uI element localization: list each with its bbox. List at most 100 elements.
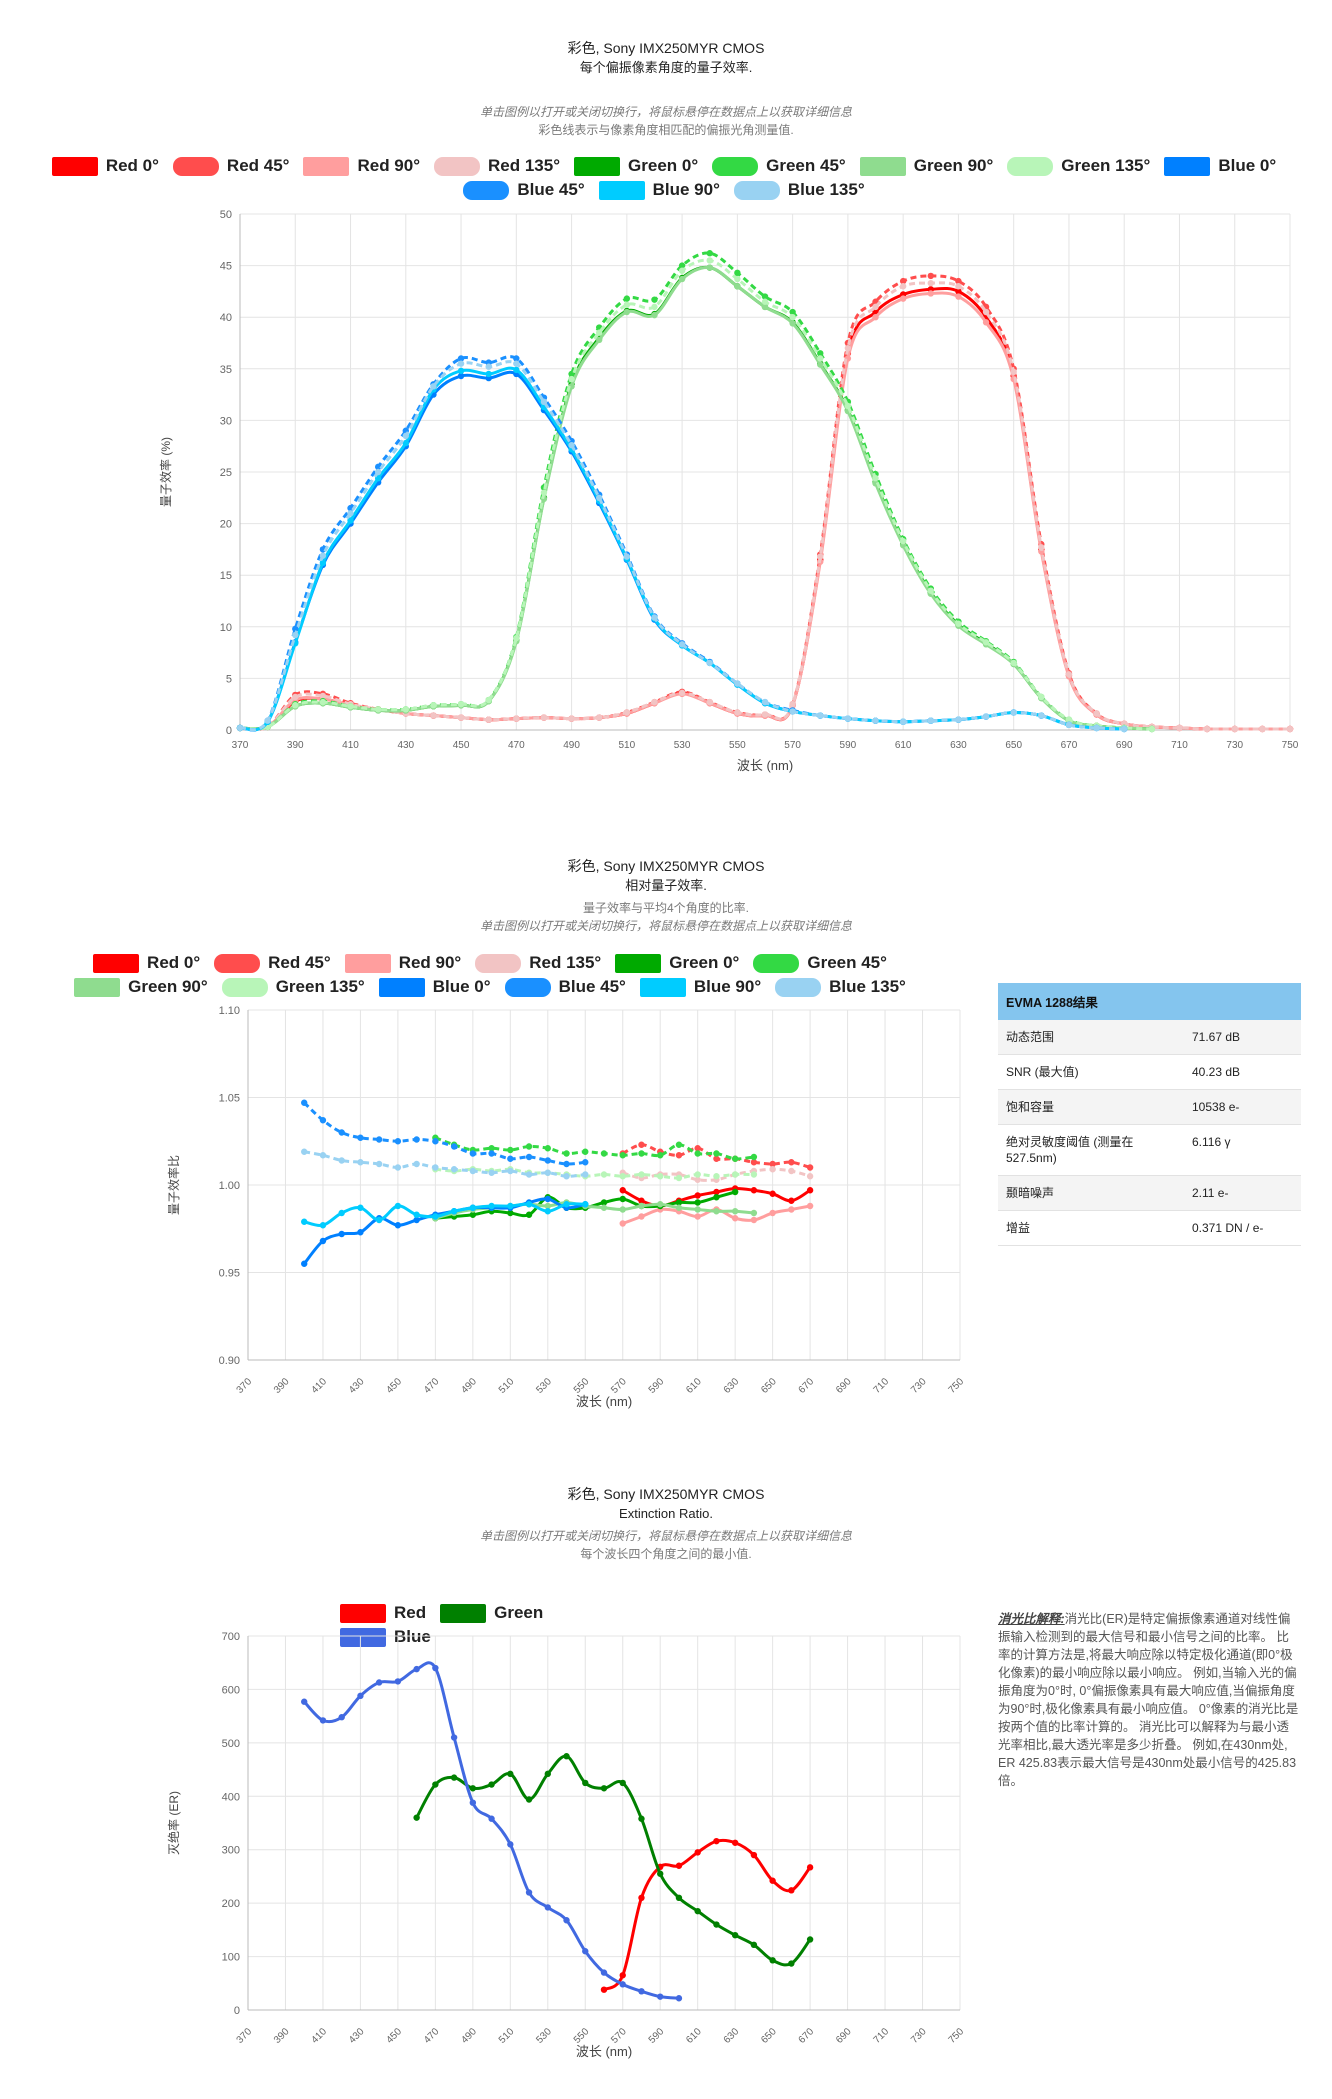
legend-item-red-0[interactable]: Red 0° — [93, 953, 200, 973]
legend-item-green[interactable]: Green — [440, 1603, 543, 1623]
chart2-notes: 量子效率与平均4个角度的比率. 单击图例以打开或关闭切换行，将鼠标悬停在数据点上… — [479, 901, 852, 933]
legend-item-red-0[interactable]: Red 0° — [51, 156, 159, 176]
x-tick-label: 730 — [909, 2026, 929, 2046]
data-point — [485, 696, 492, 704]
data-point — [789, 701, 796, 708]
data-point — [638, 1141, 645, 1148]
x-axis-label: 波长 (nm) — [737, 758, 793, 773]
legend-item-green-45[interactable]: Green 45° — [712, 156, 846, 176]
legend-item-red-90[interactable]: Red 90° — [344, 953, 461, 973]
data-point — [657, 1201, 664, 1208]
data-point — [694, 1150, 701, 1157]
data-point — [789, 320, 796, 327]
data-point — [488, 1815, 495, 1822]
legend-item-blue-90[interactable]: Blue 90° — [598, 180, 720, 200]
legend-item-blue-90[interactable]: Blue 90° — [639, 977, 761, 997]
legend-item-green-135[interactable]: Green 135° — [221, 977, 365, 997]
legend-item-red-45[interactable]: Red 45° — [172, 156, 289, 176]
data-point — [582, 1148, 589, 1155]
y-tick-label: 100 — [222, 1952, 240, 1964]
data-point — [694, 1171, 701, 1178]
x-tick-label: 370 — [235, 2026, 255, 2046]
data-point — [432, 1213, 439, 1220]
data-point — [357, 1204, 364, 1211]
legend-swatch — [475, 953, 522, 973]
data-point — [713, 1188, 720, 1196]
legend-item-green-0[interactable]: Green 0° — [615, 953, 739, 973]
y-tick-label: 0 — [226, 725, 232, 737]
data-point — [694, 1907, 701, 1915]
data-point — [982, 713, 990, 720]
legend-item-blue-135[interactable]: Blue 135° — [775, 977, 906, 997]
legend-swatch — [639, 977, 686, 997]
y-tick-label: 700 — [222, 1631, 240, 1643]
data-point — [623, 301, 631, 309]
data-point — [619, 1152, 626, 1159]
data-point — [619, 1195, 626, 1203]
data-point — [734, 283, 741, 290]
legend-item-blue-0[interactable]: Blue 0° — [1164, 156, 1276, 176]
legend-item-green-90[interactable]: Green 90° — [74, 977, 208, 997]
data-point — [469, 1211, 477, 1218]
data-point — [507, 1202, 514, 1210]
legend-swatch — [463, 180, 510, 200]
data-point — [374, 468, 382, 476]
data-point — [769, 1190, 776, 1197]
legend-item-green-45[interactable]: Green 45° — [753, 953, 887, 973]
legend-swatch — [214, 953, 261, 973]
legend-item-blue-0[interactable]: Blue 0° — [378, 977, 491, 997]
data-point — [357, 1229, 364, 1236]
data-point — [525, 1796, 533, 1803]
data-point — [1121, 725, 1128, 733]
series-blue — [301, 1661, 683, 2002]
legend-swatch — [74, 977, 121, 997]
data-point — [872, 303, 879, 311]
chart1-notes: 单击图例以打开或关闭切换行，将鼠标悬停在数据点上以获取详细信息 彩色线表示与像素… — [479, 105, 852, 137]
data-point — [544, 1770, 551, 1778]
data-point — [731, 1171, 739, 1178]
legend-item-red-90[interactable]: Red 90° — [303, 156, 420, 176]
data-point — [769, 1160, 776, 1168]
data-point — [623, 709, 631, 716]
x-tick-label: 550 — [572, 2026, 592, 2046]
legend-item-green-0[interactable]: Green 0° — [574, 156, 698, 176]
legend-label: Green 90° — [913, 156, 994, 175]
table-value: 0.371 DN / e- — [1184, 1210, 1301, 1246]
data-point — [430, 383, 437, 390]
data-point — [525, 1889, 533, 1896]
data-point — [319, 1152, 327, 1159]
y-tick-label: 300 — [222, 1845, 240, 1857]
y-tick-label: 400 — [222, 1791, 240, 1803]
data-point — [375, 1160, 383, 1168]
legend-item-blue-135[interactable]: Blue 135° — [733, 180, 865, 200]
legend-item-red-45[interactable]: Red 45° — [214, 953, 331, 973]
data-point — [955, 277, 962, 285]
legend-item-red-135[interactable]: Red 135° — [475, 953, 601, 973]
y-tick-label: 40 — [220, 312, 232, 324]
data-point — [651, 296, 658, 303]
legend-swatch — [440, 1603, 487, 1623]
legend-item-blue-45[interactable]: Blue 45° — [463, 180, 585, 200]
data-point — [301, 1698, 308, 1705]
legend-item-red[interactable]: Red — [340, 1603, 426, 1623]
data-point — [731, 1215, 739, 1222]
data-point — [450, 1143, 458, 1150]
legend-item-green-135[interactable]: Green 135° — [1007, 156, 1150, 176]
table-row: 饱和容量 10538 e- — [998, 1089, 1301, 1125]
data-point — [619, 1220, 626, 1227]
data-point — [678, 267, 686, 274]
legend-item-blue-45[interactable]: Blue 45° — [504, 977, 626, 997]
legend-label: Red 0° — [147, 953, 201, 972]
data-point — [319, 1222, 327, 1229]
data-point — [450, 1734, 458, 1741]
data-point — [544, 1169, 551, 1176]
x-tick-label: 690 — [1116, 740, 1133, 751]
legend-item-red-135[interactable]: Red 135° — [434, 156, 560, 176]
data-point — [525, 1143, 533, 1150]
data-point — [488, 1202, 495, 1210]
data-point — [582, 1171, 589, 1178]
data-point — [638, 1894, 645, 1902]
data-point — [844, 402, 852, 410]
legend-item-green-90[interactable]: Green 90° — [859, 156, 994, 176]
